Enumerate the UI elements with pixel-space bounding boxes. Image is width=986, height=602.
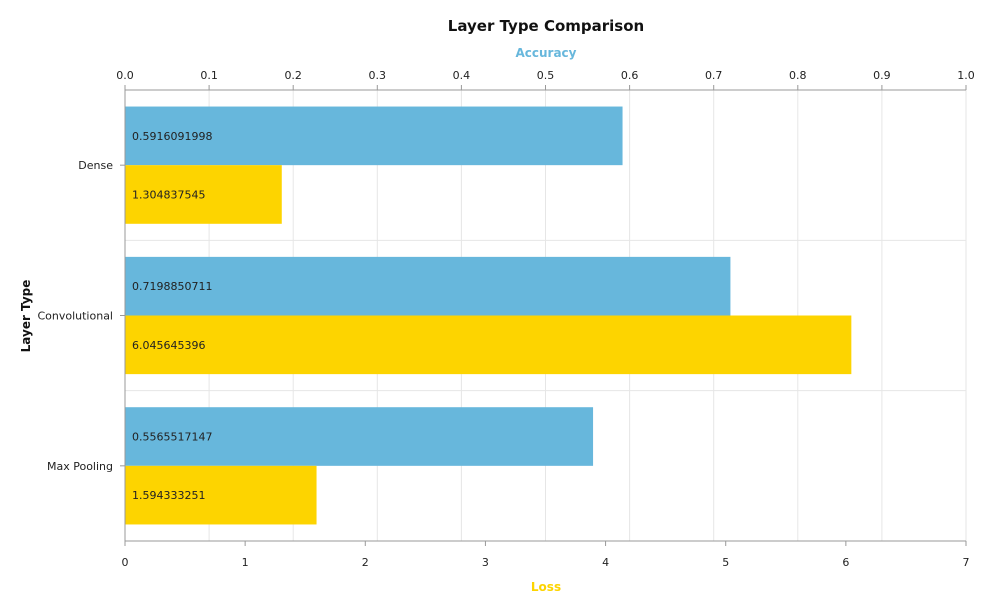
category-label: Dense	[78, 159, 113, 172]
bars-layer: 0.5916091998 1.304837545 0.7198850711 6.045…	[125, 106, 852, 525]
bottom-tick-label: 1	[242, 556, 249, 569]
accuracy-bar	[125, 256, 731, 316]
chart-title: Layer Type Comparison	[448, 17, 644, 35]
bottom-tick-label: 5	[722, 556, 729, 569]
bottom-tick-label: 2	[362, 556, 369, 569]
top-tick-label: 0.8	[789, 69, 807, 82]
top-tick-label: 0.2	[284, 69, 302, 82]
top-tick-label: 0.5	[537, 69, 555, 82]
axes-layer: 0.0 0.1 0.2 0.3 0.4 0.5 0.6 0.7 0.8 0.9 1.0 0 1 2 3 4 5 6…	[37, 69, 974, 569]
category-label: Convolutional	[37, 310, 113, 323]
loss-bar	[125, 465, 317, 525]
loss-bar-label: 6.045645396	[132, 339, 205, 352]
category-label: Max Pooling	[47, 460, 113, 473]
bottom-tick-label: 7	[963, 556, 970, 569]
accuracy-bar-label: 0.5565517147	[132, 431, 212, 444]
bottom-tick-label: 4	[602, 556, 609, 569]
bottom-tick-label: 0	[122, 556, 129, 569]
loss-bar	[125, 315, 852, 375]
y-axis-title: Layer Type	[19, 280, 33, 353]
top-tick-label: 1.0	[957, 69, 975, 82]
top-tick-label: 0.6	[621, 69, 639, 82]
accuracy-bar-label: 0.7198850711	[132, 280, 212, 293]
accuracy-bar	[125, 106, 623, 166]
top-tick-label: 0.9	[873, 69, 891, 82]
top-axis-title: Accuracy	[515, 46, 576, 60]
top-tick-label: 0.4	[453, 69, 471, 82]
accuracy-bar	[125, 407, 594, 466]
bottom-tick-label: 3	[482, 556, 489, 569]
top-tick-label: 0.1	[200, 69, 218, 82]
top-tick-label: 0.7	[705, 69, 723, 82]
bottom-axis-title: Loss	[531, 580, 561, 594]
accuracy-bar-label: 0.5916091998	[132, 130, 212, 143]
loss-bar-label: 1.594333251	[132, 489, 205, 502]
bottom-tick-label: 6	[842, 556, 849, 569]
top-tick-label: 0.3	[369, 69, 387, 82]
loss-bar-label: 1.304837545	[132, 188, 205, 201]
top-tick-label: 0.0	[116, 69, 134, 82]
loss-bar	[125, 165, 282, 224]
